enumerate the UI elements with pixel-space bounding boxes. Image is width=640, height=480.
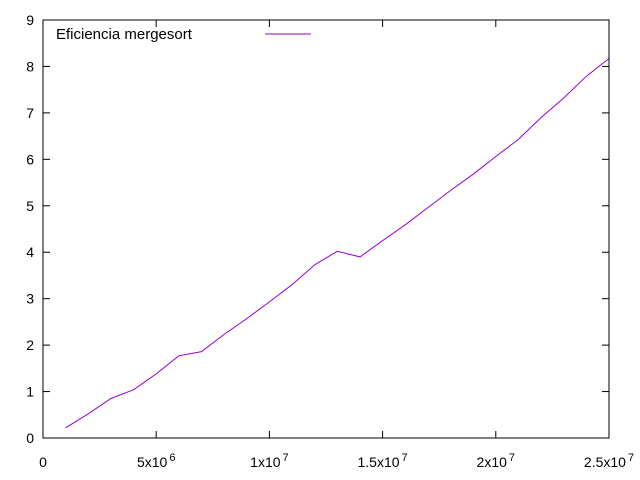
y-tick-label: 5 — [26, 198, 34, 214]
x-tick-label-exponent: 7 — [283, 452, 289, 464]
x-tick-label-exponent: 7 — [509, 452, 515, 464]
legend: Eficiencia mergesort — [56, 26, 311, 43]
x-tick-label: 1.5x10 7 — [358, 452, 408, 470]
y-tick-label: 7 — [26, 105, 34, 121]
y-tick-label: 0 — [26, 430, 34, 446]
x-axis-ticks: 0 5x10 6 1x10 7 1.5x10 7 2x10 7 2.5x10 7 — [39, 20, 634, 470]
y-tick-label: 6 — [26, 151, 34, 167]
x-tick-label: 1x10 7 — [250, 452, 288, 470]
x-tick-label-exponent: 6 — [169, 452, 175, 464]
series-layer — [65, 58, 610, 429]
y-axis-ticks: 0 1 2 3 4 5 6 7 8 9 — [26, 12, 609, 446]
x-tick-label-exponent: 7 — [402, 452, 408, 464]
y-tick-label: 8 — [26, 58, 34, 74]
plot-frame — [42, 19, 610, 439]
x-tick-label: 0 — [39, 454, 47, 470]
legend-entry-label: Eficiencia mergesort — [56, 26, 193, 43]
y-tick-label: 1 — [26, 384, 34, 400]
y-tick-label: 2 — [26, 337, 34, 353]
x-tick-label-mantissa: 5x10 — [137, 454, 168, 470]
x-tick-label-mantissa: 1.5x10 — [358, 454, 400, 470]
x-tick-label-mantissa: 0 — [39, 454, 47, 470]
x-tick-label-exponent: 7 — [628, 452, 634, 464]
y-tick-label: 4 — [26, 244, 34, 260]
series-line — [65, 58, 610, 429]
x-tick-label-mantissa: 2.5x10 — [584, 454, 626, 470]
x-tick-label-mantissa: 2x10 — [477, 454, 508, 470]
x-tick-label: 5x10 6 — [137, 452, 175, 470]
x-tick-label: 2x10 7 — [477, 452, 515, 470]
x-tick-label: 2.5x10 7 — [584, 452, 634, 470]
y-tick-label: 9 — [26, 12, 34, 28]
y-tick-label: 3 — [26, 291, 34, 307]
x-tick-label-mantissa: 1x10 — [250, 454, 281, 470]
